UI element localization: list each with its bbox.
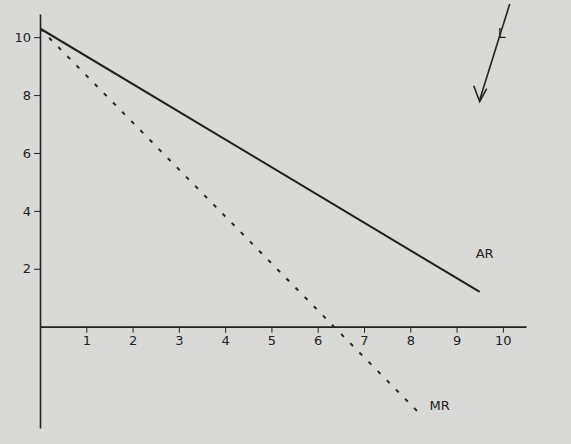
x-tick-mark <box>225 327 226 333</box>
x-tick-label: 3 <box>175 333 183 348</box>
y-tick-label: 4 <box>23 204 31 219</box>
x-tick: 4 <box>222 327 230 348</box>
y-tick-mark <box>34 211 40 212</box>
y-tick: 6 <box>23 146 40 161</box>
x-tick-label: 8 <box>407 333 415 348</box>
y-tick-mark <box>34 37 40 38</box>
x-tick: 2 <box>129 327 137 348</box>
chart: 12345678910246810ARMRL <box>0 0 571 444</box>
x-tick-mark <box>179 327 180 333</box>
x-tick-mark <box>364 327 365 333</box>
y-tick: 8 <box>23 88 40 103</box>
x-tick-label: 9 <box>453 333 461 348</box>
y-tick-mark <box>34 269 40 270</box>
series-label: MR <box>430 398 450 413</box>
x-tick-label: 10 <box>495 333 512 348</box>
x-tick: 9 <box>453 327 461 348</box>
series-line <box>40 28 420 413</box>
x-tick-mark <box>271 327 272 333</box>
x-tick-mark <box>457 327 458 333</box>
y-tick: 10 <box>14 30 40 45</box>
annotation-arrowhead <box>474 86 487 102</box>
x-tick-mark <box>86 327 87 333</box>
x-tick-label: 5 <box>268 333 276 348</box>
x-tick: 7 <box>360 327 368 348</box>
x-tick: 10 <box>495 327 512 348</box>
y-tick-label: 8 <box>23 88 31 103</box>
y-tick-mark <box>34 95 40 96</box>
x-tick-mark <box>503 327 504 333</box>
x-tick: 8 <box>407 327 415 348</box>
x-tick: 6 <box>314 327 322 348</box>
x-tick-label: 6 <box>314 333 322 348</box>
x-tick-mark <box>410 327 411 333</box>
x-tick: 1 <box>83 327 91 348</box>
y-tick: 4 <box>23 204 40 219</box>
y-tick-label: 6 <box>23 146 31 161</box>
x-tick-label: 2 <box>129 333 137 348</box>
x-axis-line <box>41 326 527 328</box>
y-axis-line <box>40 15 42 429</box>
x-tick: 3 <box>175 327 183 348</box>
series-label: AR <box>476 246 494 261</box>
y-tick-mark <box>34 153 40 154</box>
x-tick-mark <box>133 327 134 333</box>
y-tick: 2 <box>23 261 40 276</box>
y-axis: 2 4 6 8 10 <box>14 15 40 429</box>
x-tick-label: 4 <box>222 333 230 348</box>
x-tick: 5 <box>268 327 276 348</box>
x-tick-mark <box>318 327 319 333</box>
y-tick-label: 2 <box>23 261 31 276</box>
x-tick-label: 1 <box>83 333 91 348</box>
annotation-arrow <box>480 4 510 100</box>
x-tick-label: 7 <box>360 333 368 348</box>
plot-area <box>40 28 480 413</box>
x-axis: 1 2 3 4 5 6 7 8 9 10 <box>41 327 527 348</box>
y-tick-label: 10 <box>14 30 31 45</box>
